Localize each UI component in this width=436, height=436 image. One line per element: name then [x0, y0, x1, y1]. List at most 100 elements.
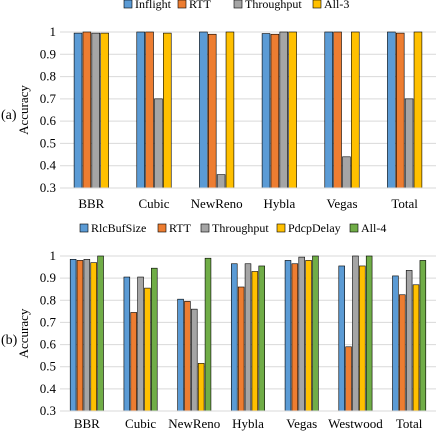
legend-swatch — [123, 0, 133, 9]
legend-label: All-3 — [324, 0, 349, 11]
bar — [392, 275, 399, 412]
y-tick-label: 0.6 — [40, 337, 57, 352]
legend-swatch — [200, 223, 210, 233]
bar — [413, 31, 423, 189]
bar — [359, 265, 366, 412]
y-tick-label: 0.9 — [40, 46, 56, 61]
legend-label: All-4 — [361, 221, 386, 235]
bar — [291, 263, 299, 412]
bar — [237, 286, 245, 412]
bar — [387, 31, 396, 189]
bar — [419, 260, 427, 412]
y-tick-label: 0.3 — [40, 180, 56, 195]
x-category-label: Cubic — [138, 196, 169, 211]
y-tick-label: 0.8 — [40, 69, 56, 84]
legend-swatch — [157, 223, 167, 233]
bar — [177, 298, 184, 412]
y-tick-label: 0.4 — [40, 158, 57, 173]
bar — [145, 31, 154, 189]
bar — [338, 265, 345, 412]
bar — [258, 265, 265, 412]
chart-panel-a: 0.3 0.4 0.5 0.6 0.7 0.8 0.9 1 Accuracy(a) BBR Cubi… — [1, 0, 436, 211]
bar — [151, 267, 158, 412]
bar — [130, 312, 137, 412]
bar — [395, 32, 405, 189]
bar — [76, 260, 84, 412]
bar — [251, 271, 259, 412]
x-category-label: Cubic — [125, 416, 156, 431]
x-category-label: Vegas — [286, 416, 317, 431]
bar — [279, 31, 289, 189]
y-tick-label: 1 — [50, 24, 57, 39]
bar — [82, 31, 92, 189]
bar — [69, 259, 77, 412]
bar — [231, 263, 238, 412]
bar — [163, 32, 172, 189]
x-category-label: NewReno — [191, 196, 243, 211]
bar — [184, 301, 191, 412]
bar — [365, 255, 373, 412]
legend-swatch — [233, 0, 243, 9]
bar — [405, 270, 413, 412]
bar — [270, 33, 280, 189]
bar — [333, 31, 342, 189]
y-tick-label: 0.7 — [40, 314, 57, 329]
bar — [100, 32, 109, 189]
bar — [352, 255, 359, 412]
bar — [324, 31, 333, 189]
bar — [90, 262, 97, 412]
y-axis-label: Accuracy — [16, 85, 31, 135]
y-tick-label: 0.6 — [40, 113, 57, 128]
legend-swatch — [79, 223, 89, 233]
legend-label: RTT — [169, 221, 192, 235]
bar — [199, 31, 208, 189]
bar — [261, 33, 271, 189]
x-category-label: Hybla — [263, 196, 295, 211]
bar — [288, 31, 297, 189]
bar — [399, 294, 406, 412]
panel-label: (b) — [1, 333, 18, 348]
y-tick-label: 0.7 — [40, 91, 57, 106]
legend-swatch — [177, 0, 187, 9]
x-category-label: Total — [391, 196, 418, 211]
bar — [197, 363, 205, 412]
bar — [225, 31, 235, 189]
bar — [137, 276, 144, 412]
x-category-label: BBR — [74, 416, 100, 431]
bar — [144, 287, 151, 412]
y-tick-label: 0.5 — [40, 359, 56, 374]
bar — [123, 276, 131, 412]
bar — [91, 32, 101, 189]
legend-swatch — [276, 223, 286, 233]
bar — [97, 255, 104, 412]
bar — [312, 255, 319, 412]
y-tick-label: 0.5 — [40, 135, 56, 150]
legend-label: PdcpDelay — [288, 221, 341, 235]
legend-swatch — [349, 223, 359, 233]
x-category-label: Vegas — [326, 196, 357, 211]
chart-panel-b: 0.3 0.4 0.5 0.6 0.7 0.8 0.9 1 Accuracy(b) BBR Cubi… — [1, 221, 436, 431]
bar — [83, 259, 91, 412]
bar — [204, 257, 212, 412]
bar — [284, 260, 292, 412]
x-category-label: Westwood — [328, 416, 383, 431]
legend-label: RTT — [189, 0, 212, 11]
bar — [208, 33, 217, 189]
legend-label: Throughput — [212, 221, 269, 235]
x-category-label: Total — [396, 416, 423, 431]
y-axis-label: Accuracy — [16, 308, 31, 358]
legend-swatch — [312, 0, 322, 9]
bar — [244, 263, 252, 412]
bar — [345, 346, 352, 412]
bar — [412, 284, 420, 412]
bar — [305, 260, 312, 412]
y-tick-label: 0.9 — [40, 270, 56, 285]
bar — [154, 98, 163, 189]
panel-label: (a) — [1, 108, 17, 123]
bar — [73, 32, 83, 189]
bar — [136, 31, 145, 189]
bar — [404, 98, 414, 189]
bar — [216, 174, 226, 189]
x-category-label: Hybla — [232, 416, 264, 431]
